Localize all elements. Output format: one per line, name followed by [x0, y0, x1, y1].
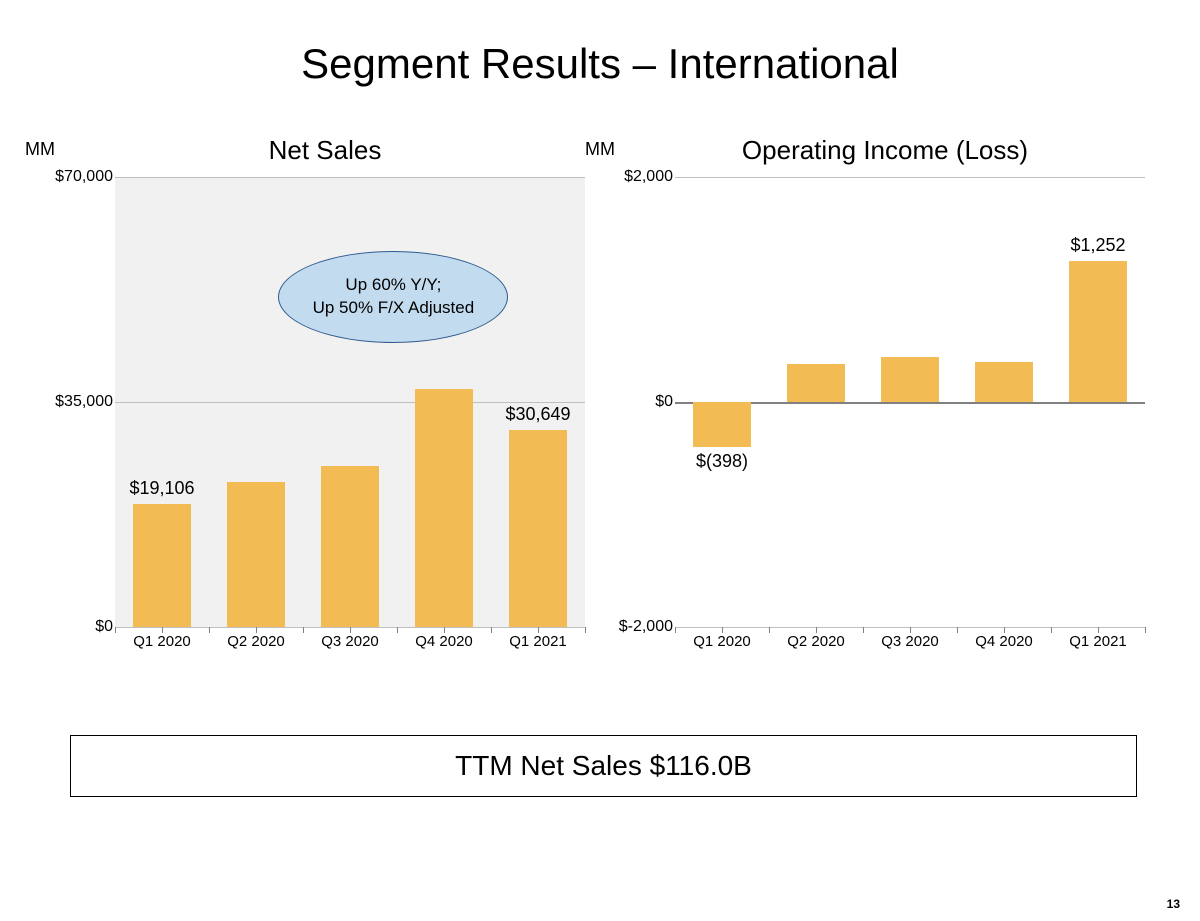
- net-sales-plot: Up 60% Y/Y;Up 50% F/X Adjusted: [115, 177, 585, 627]
- operating-income-xaxis: Q1 2020 Q2 2020 Q3 2020 Q4 2020 Q1 2021: [675, 633, 1145, 663]
- page-number: 13: [1167, 897, 1180, 911]
- net-sales-xaxis: Q1 2020 Q2 2020 Q3 2020 Q4 2020 Q1 2021: [115, 633, 585, 663]
- operating-income-xtick-mark: [722, 627, 723, 633]
- charts-row: Net SalesMM Up 60% Y/Y;Up 50% F/X Adjuste…: [55, 135, 1155, 695]
- operating-income-xtick-label: Q1 2021: [1058, 633, 1138, 650]
- net-sales-xtick-boundary: [585, 627, 586, 633]
- operating-income-xtick-boundary: [863, 627, 864, 633]
- net-sales-title: Net Sales: [55, 135, 595, 166]
- net-sales-bar: [227, 482, 285, 627]
- operating-income-xtick-boundary: [675, 627, 676, 633]
- operating-income-xtick-boundary: [1051, 627, 1052, 633]
- net-sales-bar-label: $30,649: [478, 404, 598, 425]
- operating-income-xtick-boundary: [769, 627, 770, 633]
- net-sales-xtick-mark: [538, 627, 539, 633]
- operating-income-bar: [881, 357, 939, 402]
- net-sales-xtick-boundary: [209, 627, 210, 633]
- net-sales-bar: [321, 466, 379, 627]
- net-sales-callout-line2: Up 50% F/X Adjusted: [279, 297, 507, 319]
- net-sales-xtick-label: Q1 2020: [122, 633, 202, 650]
- operating-income-ytick-label: $-2,000: [615, 618, 673, 636]
- net-sales-ytick-label: $35,000: [55, 393, 113, 411]
- operating-income-xtick-label: Q3 2020: [870, 633, 950, 650]
- operating-income-bar-label: $(398): [662, 451, 782, 472]
- net-sales-xtick-mark: [350, 627, 351, 633]
- operating-income-xtick-mark: [910, 627, 911, 633]
- slide-title: Segment Results – International: [0, 40, 1200, 88]
- operating-income-xtick-boundary: [957, 627, 958, 633]
- net-sales-chart: Net SalesMMUp 60% Y/Y;Up 50% F/X Adjuste…: [55, 135, 595, 695]
- operating-income-unit-label: MM: [585, 139, 615, 160]
- operating-income-bar: [1069, 261, 1127, 402]
- operating-income-gridline: [675, 177, 1145, 178]
- net-sales-ytick-label: $70,000: [55, 168, 113, 186]
- net-sales-xtick-label: Q2 2020: [216, 633, 296, 650]
- footer-callout: TTM Net Sales $116.0B: [70, 735, 1137, 797]
- operating-income-bar: [787, 364, 845, 402]
- net-sales-ytick-label: $0: [55, 618, 113, 636]
- net-sales-xtick-label: Q3 2020: [310, 633, 390, 650]
- operating-income-title: Operating Income (Loss): [615, 135, 1155, 166]
- operating-income-xtick-mark: [1004, 627, 1005, 633]
- net-sales-gridline: [115, 402, 585, 403]
- net-sales-unit-label: MM: [25, 139, 55, 160]
- net-sales-xtick-boundary: [397, 627, 398, 633]
- operating-income-bar: [975, 362, 1033, 403]
- operating-income-chart: Operating Income (Loss)MM$-2,000$0$2,000…: [615, 135, 1155, 695]
- net-sales-xtick-mark: [256, 627, 257, 633]
- operating-income-bar: [693, 402, 751, 447]
- net-sales-callout-line1: Up 60% Y/Y;: [279, 274, 507, 296]
- net-sales-xtick-boundary: [115, 627, 116, 633]
- operating-income-ytick-label: $2,000: [615, 168, 673, 186]
- operating-income-xtick-label: Q1 2020: [682, 633, 762, 650]
- slide: Segment Results – International Net Sale…: [0, 0, 1200, 921]
- net-sales-bar: [509, 430, 567, 627]
- operating-income-xtick-mark: [816, 627, 817, 633]
- operating-income-xtick-label: Q2 2020: [776, 633, 856, 650]
- net-sales-bar: [415, 389, 473, 627]
- net-sales-xtick-mark: [162, 627, 163, 633]
- operating-income-xtick-boundary: [1145, 627, 1146, 633]
- net-sales-xtick-label: Q1 2021: [498, 633, 578, 650]
- net-sales-xtick-mark: [444, 627, 445, 633]
- net-sales-xtick-boundary: [303, 627, 304, 633]
- net-sales-gridline: [115, 177, 585, 178]
- net-sales-xtick-boundary: [491, 627, 492, 633]
- net-sales-callout: Up 60% Y/Y;Up 50% F/X Adjusted: [278, 251, 508, 343]
- operating-income-ytick-label: $0: [615, 393, 673, 411]
- net-sales-bar-label: $19,106: [102, 478, 222, 499]
- net-sales-bar: [133, 504, 191, 627]
- operating-income-xtick-mark: [1098, 627, 1099, 633]
- operating-income-bar-label: $1,252: [1038, 235, 1158, 256]
- operating-income-xtick-label: Q4 2020: [964, 633, 1044, 650]
- net-sales-xtick-label: Q4 2020: [404, 633, 484, 650]
